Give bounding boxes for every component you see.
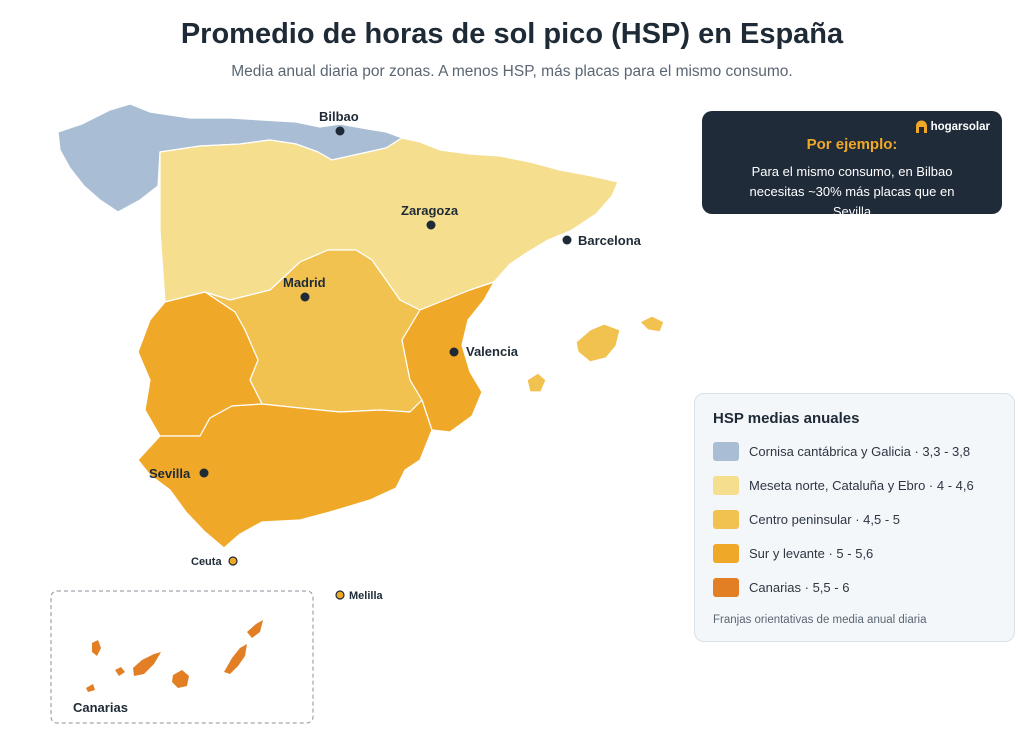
legend-swatch <box>713 577 739 597</box>
valencia-label: Valencia <box>466 344 519 359</box>
legend-item-canarias: Canarias · 5,5 - 6 <box>713 576 849 598</box>
legend-label: Meseta norte, Cataluña y Ebro · 4 - 4,6 <box>749 477 974 493</box>
island-lanzarote <box>247 620 263 638</box>
callout-text: Para el mismo consumo, en Bilbao necesit… <box>749 164 955 219</box>
island-mallorca <box>575 323 621 363</box>
legend-swatch <box>713 509 739 529</box>
legend-label: Centro peninsular · 4,5 - 5 <box>749 511 901 527</box>
legend-swatch <box>713 475 739 495</box>
region-levante-valencia <box>401 281 495 433</box>
melilla-marker <box>335 590 345 600</box>
legend-item-sur-levante: Sur y levante · 5 - 5,6 <box>713 542 873 564</box>
legend-note: Franjas orientativas de media anual diar… <box>713 614 927 626</box>
island-menorca <box>639 315 665 333</box>
canarias-inset-frame <box>50 590 314 724</box>
legend-item-meseta-norte: Meseta norte, Cataluña y Ebro · 4 - 4,6 <box>713 474 974 496</box>
region-sur-andalucia <box>137 399 433 549</box>
legend-swatch <box>713 441 739 461</box>
island-ibiza <box>526 372 547 393</box>
valencia-marker <box>449 347 459 357</box>
sevilla-marker <box>199 468 209 478</box>
melilla-label: Melilla <box>349 590 384 602</box>
barcelona-label: Barcelona <box>578 233 642 248</box>
ceuta-marker <box>228 556 238 566</box>
island-el-hierro <box>86 684 95 692</box>
legend-title: HSP medias anuales <box>713 410 860 427</box>
canarias-label: Canarias <box>73 700 128 715</box>
island-gran-canaria <box>172 670 189 688</box>
island-la-gomera <box>115 667 125 676</box>
legend-panel: HSP medias anuales Cornisa cantábrica y … <box>694 393 1015 642</box>
madrid-label: Madrid <box>283 275 326 290</box>
zaragoza-label: Zaragoza <box>401 203 459 218</box>
legend-label: Canarias · 5,5 - 6 <box>749 579 850 595</box>
sun-house-icon <box>915 120 927 133</box>
callout-heading: Por ejemplo: <box>806 136 898 153</box>
island-fuerteventura <box>224 644 247 674</box>
island-tenerife <box>133 652 161 676</box>
bilbao-label: Bilbao <box>319 109 359 124</box>
legend-label: Sur y levante · 5 - 5,6 <box>749 545 874 561</box>
example-callout: hogarsolar Por ejemplo: Para el mismo co… <box>702 111 1002 219</box>
island-la-palma <box>92 640 101 656</box>
madrid-marker <box>300 292 310 302</box>
map-title: Promedio de horas de sol pico (HSP) en E… <box>180 18 844 50</box>
legend-item-centro: Centro peninsular · 4,5 - 5 <box>713 508 900 530</box>
barcelona-marker <box>562 235 572 245</box>
legend-swatch <box>713 543 739 563</box>
ceuta-label: Ceuta <box>191 556 222 568</box>
map-subtitle: Media anual diaria por zonas. A menos HS… <box>231 63 793 80</box>
brand-name: hogarsolar <box>930 121 990 133</box>
legend-label: Cornisa cantábrica y Galicia · 3,3 - 3,8 <box>749 443 971 459</box>
zaragoza-marker <box>426 220 436 230</box>
brand-logo: hogarsolar <box>915 120 990 134</box>
bilbao-marker <box>335 126 345 136</box>
legend-item-cornisa: Cornisa cantábrica y Galicia · 3,3 - 3,8 <box>713 440 970 462</box>
sevilla-label: Sevilla <box>149 466 191 481</box>
